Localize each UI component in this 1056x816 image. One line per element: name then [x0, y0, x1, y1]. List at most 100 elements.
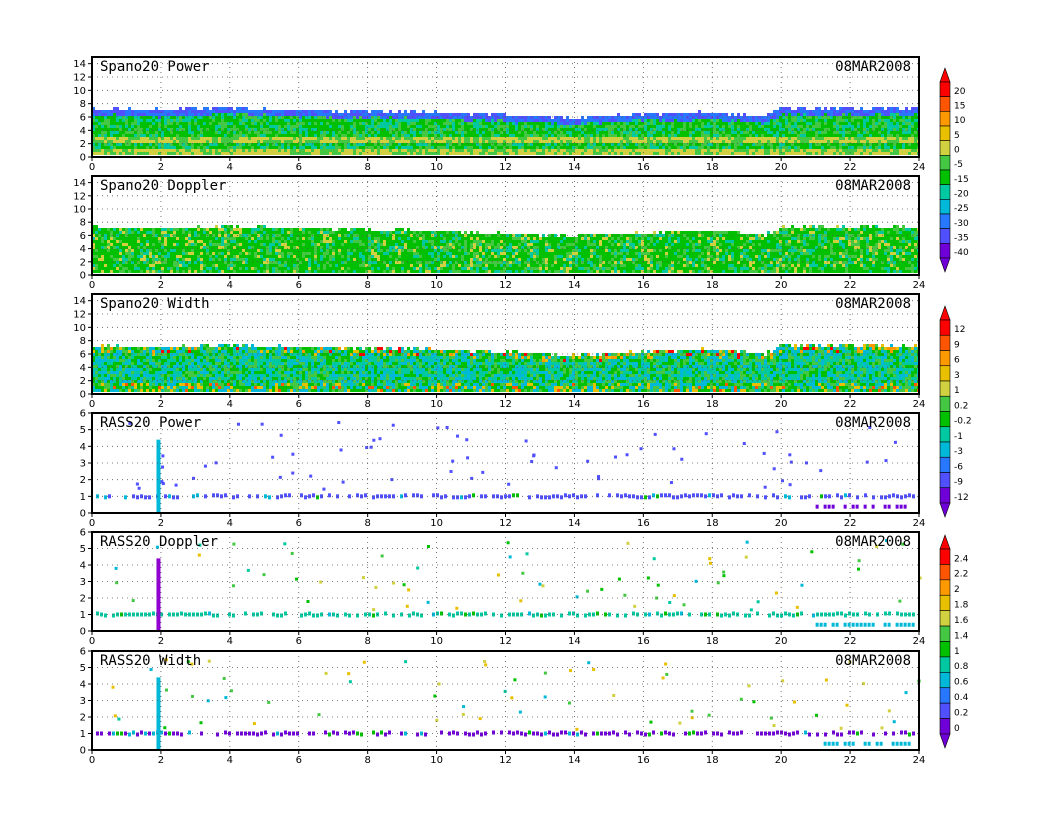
data-cell: [110, 255, 113, 258]
data-cell: [206, 146, 209, 149]
data-cell: [578, 128, 581, 131]
data-cell: [767, 116, 770, 119]
data-cell: [119, 116, 122, 119]
data-cell: [512, 146, 515, 149]
data-cell: [128, 249, 131, 252]
data-cell: [161, 240, 164, 243]
data-cell: [821, 143, 824, 146]
data-cell: [164, 143, 167, 146]
data-cell: [506, 128, 509, 131]
data-cell: [287, 110, 290, 113]
data-cell: [149, 261, 152, 264]
data-cell: [164, 110, 167, 113]
data-cell: [791, 146, 794, 149]
data-cell: [608, 152, 611, 155]
data-cell: [818, 140, 821, 143]
data-cell: [311, 134, 314, 137]
data-cell: [698, 119, 701, 122]
data-cell: [152, 258, 155, 261]
data-cell: [359, 146, 362, 149]
data-cell: [230, 255, 233, 258]
data-cell: [452, 143, 455, 146]
data-cell: [326, 119, 329, 122]
data-cell: [431, 128, 434, 131]
data-cell: [854, 137, 857, 140]
data-cell: [437, 128, 440, 131]
data-cell: [797, 128, 800, 131]
data-cell: [398, 122, 401, 125]
data-cell: [125, 243, 128, 246]
data-cell: [233, 237, 236, 240]
data-cell: [134, 146, 137, 149]
data-cell: [521, 152, 524, 155]
data-cell: [821, 134, 824, 137]
data-cell: [236, 107, 239, 110]
data-cell: [149, 116, 152, 119]
data-cell: [245, 152, 248, 155]
data-cell: [494, 119, 497, 122]
data-cell: [566, 137, 569, 140]
data-cell: [293, 110, 296, 113]
data-cell: [518, 122, 521, 125]
data-cell: [692, 122, 695, 125]
data-cell: [533, 116, 536, 119]
data-cell: [287, 119, 290, 122]
data-cell: [476, 140, 479, 143]
data-cell: [872, 149, 875, 152]
data-cell: [464, 131, 467, 134]
data-cell: [776, 110, 779, 113]
data-cell: [452, 119, 455, 122]
data-cell: [461, 125, 464, 128]
data-cell: [749, 131, 752, 134]
data-cell: [272, 243, 275, 246]
data-cell: [191, 119, 194, 122]
data-cell: [173, 264, 176, 267]
data-cell: [800, 143, 803, 146]
data-cell: [311, 146, 314, 149]
data-cell: [113, 134, 116, 137]
data-cell: [269, 113, 272, 116]
data-cell: [155, 125, 158, 128]
data-cell: [620, 152, 623, 155]
data-cell: [386, 152, 389, 155]
data-cell: [893, 140, 896, 143]
data-cell: [260, 225, 263, 228]
data-cell: [119, 228, 122, 231]
data-cell: [914, 131, 917, 134]
data-cell: [665, 128, 668, 131]
data-cell: [524, 119, 527, 122]
data-cell: [107, 134, 110, 137]
data-cell: [230, 122, 233, 125]
data-cell: [779, 113, 782, 116]
data-cell: [467, 113, 470, 116]
data-cell: [359, 140, 362, 143]
data-cell: [386, 122, 389, 125]
data-cell: [881, 128, 884, 131]
data-cell: [674, 140, 677, 143]
data-cell: [722, 125, 725, 128]
data-cell: [170, 249, 173, 252]
data-cell: [686, 137, 689, 140]
data-cell: [533, 122, 536, 125]
data-cell: [188, 237, 191, 240]
data-cell: [410, 125, 413, 128]
data-cell: [578, 125, 581, 128]
data-cell: [110, 122, 113, 125]
data-cell: [629, 134, 632, 137]
data-cell: [875, 119, 878, 122]
data-cell: [269, 261, 272, 264]
data-cell: [629, 152, 632, 155]
data-cell: [803, 119, 806, 122]
data-cell: [368, 146, 371, 149]
data-cell: [758, 143, 761, 146]
data-cell: [332, 140, 335, 143]
data-cell: [884, 152, 887, 155]
data-cell: [566, 143, 569, 146]
data-cell: [152, 228, 155, 231]
data-cell: [287, 146, 290, 149]
data-cell: [407, 149, 410, 152]
data-cell: [308, 152, 311, 155]
data-cell: [104, 116, 107, 119]
data-cell: [194, 137, 197, 140]
data-cell: [254, 267, 257, 270]
